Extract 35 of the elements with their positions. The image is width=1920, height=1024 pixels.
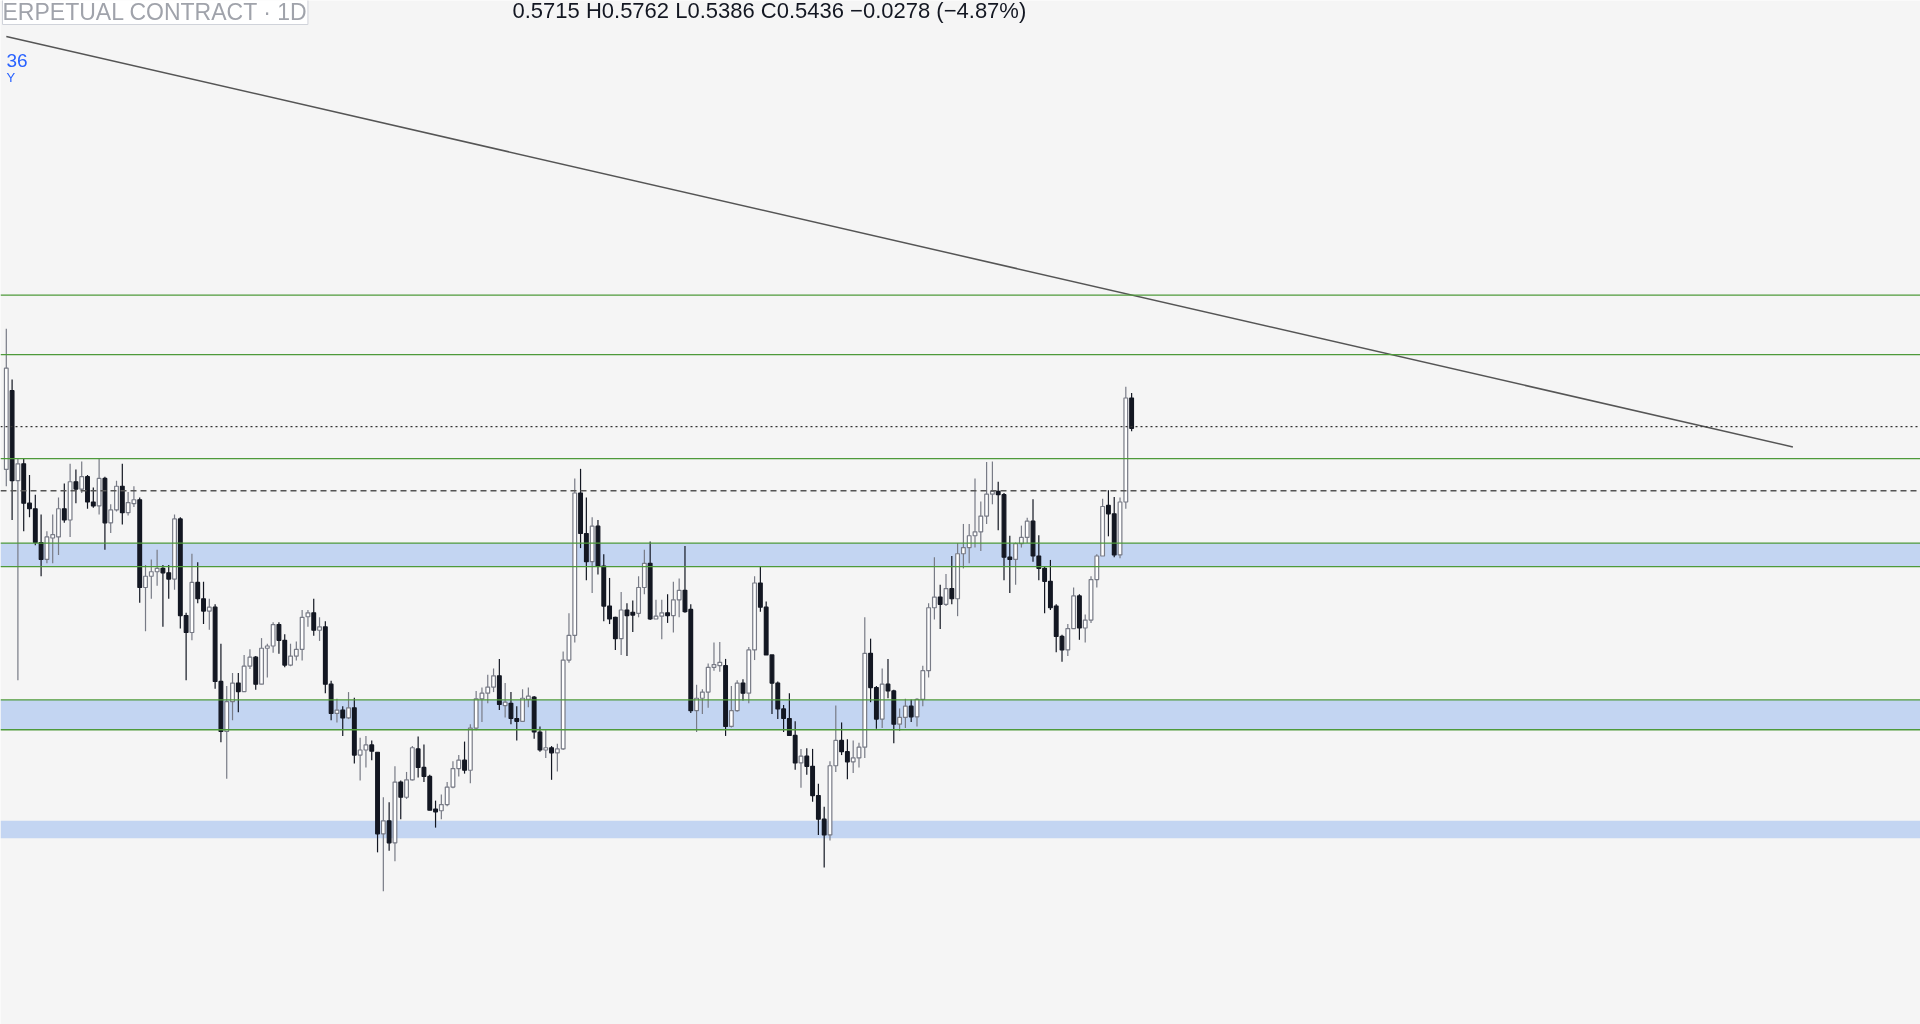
candlestick — [665, 593, 671, 624]
candlestick — [235, 672, 241, 713]
candlestick — [949, 555, 955, 605]
candlestick — [317, 616, 322, 642]
candlestick — [79, 460, 85, 494]
chart-title: ERPETUAL CONTRACT · 1D — [2, 0, 307, 25]
text: Y — [6, 69, 16, 85]
candlestick — [1013, 541, 1019, 586]
candlestick — [206, 598, 212, 631]
candlestick — [305, 609, 311, 628]
candlestick — [943, 573, 949, 607]
candlestick — [908, 698, 914, 723]
candlestick — [659, 599, 665, 640]
candlestick — [311, 598, 317, 637]
candlestick — [369, 739, 375, 761]
candlestick — [937, 584, 943, 630]
candlestick — [914, 697, 920, 727]
candlestick — [38, 513, 44, 577]
candlestick — [653, 599, 659, 620]
candlestick — [380, 796, 386, 892]
text: 36 — [6, 49, 28, 71]
candlestick — [386, 801, 392, 852]
candlestick — [340, 705, 346, 737]
candlestick — [798, 748, 804, 789]
candlestick — [549, 745, 555, 781]
candlestick — [543, 729, 549, 759]
candlestick — [398, 779, 404, 820]
text: 0.5715 H0.5762 L0.5386 C0.5436 −0.0278 (−4.87%) — [512, 0, 1027, 23]
candlestick — [15, 457, 21, 681]
candlestick — [740, 678, 746, 702]
candlestick — [346, 691, 351, 720]
candlestick — [73, 468, 79, 504]
candlestick — [61, 482, 67, 524]
candlestick — [462, 740, 467, 775]
candlestick — [502, 682, 508, 718]
